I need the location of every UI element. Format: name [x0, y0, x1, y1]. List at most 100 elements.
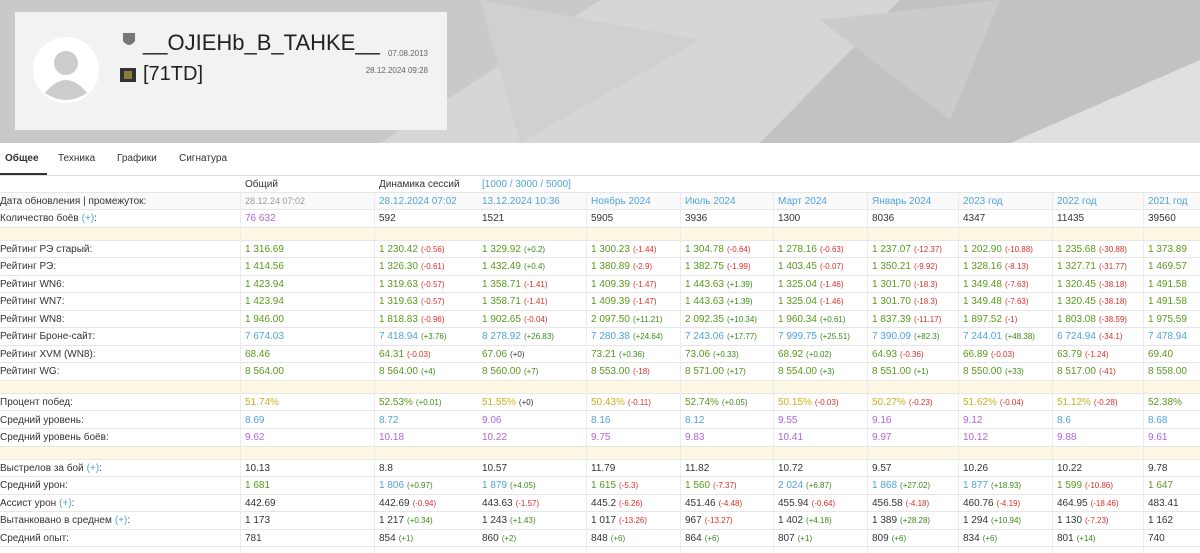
- cell-delta: (-1): [1004, 314, 1018, 324]
- cell-value: 8 564.00: [245, 366, 284, 378]
- cell-delta: (-7.23): [1085, 516, 1109, 526]
- cell-value: 8.16: [591, 414, 611, 426]
- cell-value: 67.06: [482, 348, 508, 360]
- cell-delta: (-4.48): [718, 498, 743, 508]
- cell-delta: (+6): [704, 533, 720, 543]
- tab[interactable]: Сигнатура: [179, 153, 228, 164]
- column-border: [680, 192, 681, 553]
- row-label: Выстрелов за бой: [0, 462, 84, 474]
- table-row: [0, 495, 1200, 513]
- cell-value: 8 550.00: [963, 366, 1002, 378]
- cell-value: 854: [379, 532, 396, 544]
- cell-delta: (-0.03): [814, 397, 839, 407]
- cell-delta: (+0.2): [523, 244, 546, 254]
- cell-value: 9.83: [685, 432, 705, 444]
- cell-value: 51.55%: [482, 396, 516, 408]
- cell-delta: (-1.99): [726, 262, 751, 272]
- cell-value: 781: [245, 532, 262, 544]
- cell-delta: (+1.39): [726, 279, 753, 289]
- cell-value: 1 326.30: [379, 261, 418, 273]
- row-link[interactable]: (+): [114, 515, 128, 527]
- cell-delta: (-6.26): [619, 498, 643, 508]
- cell-delta: (-2.9): [632, 262, 653, 272]
- cell-delta: (+1): [797, 533, 813, 543]
- table-row: [0, 241, 1200, 259]
- cell-value: 1 975.59: [1148, 313, 1187, 325]
- cell-value: 52.74%: [685, 396, 719, 408]
- cell-value: 1 316.69: [245, 243, 284, 255]
- cell-delta: (+14): [1076, 533, 1096, 543]
- period-head: Январь 2024: [872, 196, 932, 207]
- cell-delta: (-1.57): [515, 498, 540, 508]
- cell-value: 1 414.56: [245, 261, 284, 273]
- cell-value: 5905: [591, 213, 614, 224]
- cell-value: 1 319.63: [379, 278, 418, 290]
- cell-value: 1 243: [482, 515, 508, 527]
- cell-value: 10.18: [379, 432, 405, 444]
- period-head: 2021 год: [1148, 196, 1188, 207]
- cell-value: 8.72: [379, 414, 399, 426]
- cell-delta: (-1.41): [523, 297, 548, 307]
- column-border: [773, 192, 774, 553]
- cell-value: 967: [685, 515, 702, 527]
- cell-value: 740: [1148, 532, 1165, 544]
- cell-value: 1 235.68: [1057, 243, 1096, 255]
- cell-value: 442.69: [245, 497, 276, 509]
- cell-value: 1 329.92: [482, 243, 521, 255]
- row-label-end: :: [99, 462, 102, 474]
- separator-row: [0, 380, 1200, 394]
- cell-delta: (+2): [501, 533, 517, 543]
- cell-value: 864: [685, 532, 702, 544]
- cell-delta: (+82.3): [913, 332, 940, 342]
- cell-value: 1 960.34: [778, 313, 817, 325]
- column-border: [867, 192, 868, 553]
- cell-value: 9.06: [482, 414, 502, 426]
- cell-delta: (-4.19): [996, 498, 1021, 508]
- cell-value: 1 327.71: [1057, 261, 1096, 273]
- cell-delta: (-1.41): [523, 279, 548, 289]
- row-link[interactable]: (+): [81, 213, 95, 224]
- tab[interactable]: Техника: [58, 153, 96, 164]
- cell-delta: (+3.76): [420, 332, 447, 342]
- cell-value: 451.46: [685, 497, 716, 509]
- cell-value: 801: [1057, 532, 1074, 544]
- table-row: [0, 530, 1200, 548]
- cell-delta: (+25.51): [819, 332, 850, 342]
- tab[interactable]: Общее: [5, 153, 39, 164]
- cell-delta: (-0.56): [420, 244, 445, 254]
- cell-value: 3936: [685, 213, 708, 224]
- cell-delta: (-0.28): [1093, 397, 1118, 407]
- cell-value: 1 162: [1148, 515, 1174, 527]
- cell-value: 9.55: [778, 414, 798, 426]
- cell-delta: (+0.33): [713, 349, 739, 359]
- tab[interactable]: Графики: [117, 153, 157, 164]
- cell-delta: (-34.1): [1098, 332, 1123, 342]
- cell-value: 1 897.52: [963, 313, 1002, 325]
- cell-value: 456.58: [872, 497, 903, 509]
- cell-value: 1 294: [963, 515, 989, 527]
- cell-delta: (+4.18): [806, 516, 832, 526]
- cell-value: 69.40: [1148, 348, 1174, 360]
- cell-value: 7 478.94: [1148, 331, 1187, 343]
- cell-value: 7 999.75: [778, 331, 817, 343]
- cell-value: 1 202.90: [963, 243, 1002, 255]
- cell-value: 1 491.58: [1148, 296, 1187, 308]
- avatar: [33, 37, 99, 103]
- row-link[interactable]: (+): [86, 462, 100, 474]
- cell-value: 9.97: [872, 432, 892, 444]
- cell-delta: (-0.61): [420, 262, 445, 272]
- cell-delta: (-0.04): [523, 314, 548, 324]
- row-link[interactable]: (+): [59, 497, 72, 509]
- updated-date: 28.12.2024 09:28: [365, 66, 428, 75]
- cell-value: 9.57: [872, 462, 892, 474]
- cell-value: 51.12%: [1057, 396, 1091, 408]
- cell-value: 9.16: [872, 414, 892, 426]
- cell-value: 8 558.00: [1148, 366, 1187, 378]
- cell-value: 1 879: [482, 480, 508, 492]
- cell-value: 51.74%: [245, 396, 279, 408]
- cell-delta: (-0.96): [420, 314, 445, 324]
- cell-value: 1 350.21: [872, 261, 911, 273]
- cell-value: 10.41: [778, 432, 804, 444]
- cell-value: 464.95: [1057, 497, 1088, 509]
- cell-value: 52.53%: [379, 396, 413, 408]
